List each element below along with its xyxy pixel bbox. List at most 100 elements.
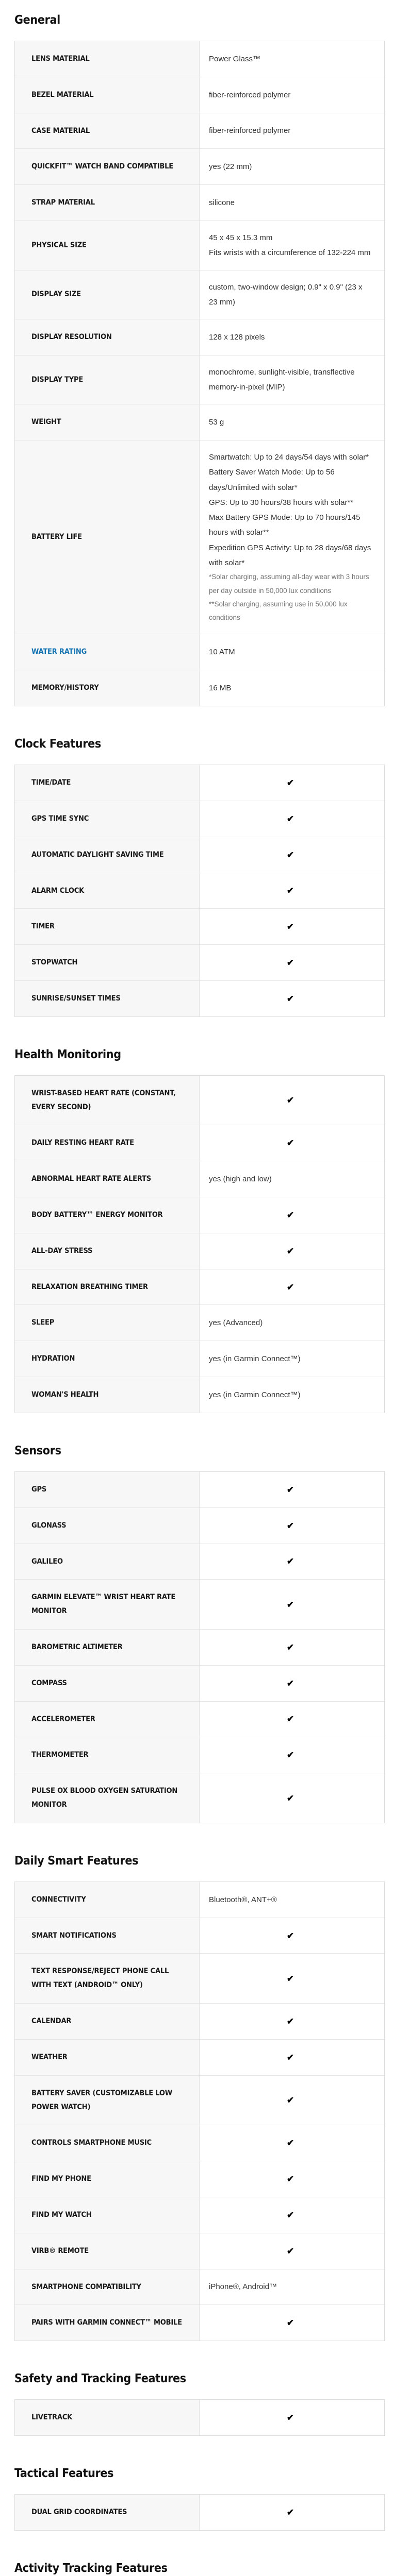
table-row: PULSE OX BLOOD OXYGEN SATURATION MONITOR… bbox=[15, 1773, 384, 1823]
check-icon: ✔ bbox=[286, 814, 294, 824]
check-icon: ✔ bbox=[286, 1520, 294, 1531]
spec-label: STOPWATCH bbox=[15, 945, 200, 980]
check-icon: ✔ bbox=[286, 2095, 294, 2105]
spec-table: GPS ✔ GLONASS ✔ GALILEO ✔ GARMIN ELEVATE™ WRIS… bbox=[14, 1471, 385, 1823]
check-icon: ✔ bbox=[286, 777, 294, 788]
spec-value-check: ✔ bbox=[200, 1269, 384, 1305]
table-row: ABNORMAL HEART RATE ALERTS yes (high and … bbox=[15, 1161, 384, 1197]
spec-value-check: ✔ bbox=[200, 873, 384, 909]
table-row: BEZEL MATERIAL fiber-reinforced polymer bbox=[15, 77, 384, 113]
spec-value-check: ✔ bbox=[200, 2400, 384, 2435]
spec-value-text: yes (in Garmin Connect™) bbox=[209, 1390, 301, 1399]
spec-label: ALARM CLOCK bbox=[15, 873, 200, 909]
spec-label: DUAL GRID COORDINATES bbox=[15, 2495, 200, 2530]
spec-label: PAIRS WITH GARMIN CONNECT™ MOBILE bbox=[15, 2305, 200, 2341]
table-row: BATTERY LIFE Smartwatch: Up to 24 days/54… bbox=[15, 440, 384, 635]
table-row: DISPLAY RESOLUTION 128 x 128 pixels bbox=[15, 319, 384, 355]
table-row: THERMOMETER ✔ bbox=[15, 1737, 384, 1774]
check-icon: ✔ bbox=[286, 2210, 294, 2220]
spec-value-check: ✔ bbox=[200, 945, 384, 980]
spec-table: DUAL GRID COORDINATES ✔ bbox=[14, 2494, 385, 2531]
spec-value-line: Smartwatch: Up to 24 days/54 days with s… bbox=[209, 453, 369, 462]
table-row: COMPASS ✔ bbox=[15, 1665, 384, 1702]
check-icon: ✔ bbox=[286, 2138, 294, 2148]
spec-label: CALENDAR bbox=[15, 2004, 200, 2039]
table-row: STOPWATCH ✔ bbox=[15, 945, 384, 981]
check-icon: ✔ bbox=[286, 958, 294, 968]
spec-value-text: fiber-reinforced polymer bbox=[209, 126, 291, 135]
spec-label: TIMER bbox=[15, 909, 200, 945]
table-row: VIRB® REMOTE ✔ bbox=[15, 2233, 384, 2269]
spec-value: 45 x 45 x 15.3 mm Fits wrists with a circ… bbox=[200, 221, 384, 270]
spec-label: BAROMETRIC ALTIMETER bbox=[15, 1629, 200, 1665]
spec-value-check: ✔ bbox=[200, 2004, 384, 2039]
spec-label: GPS TIME SYNC bbox=[15, 801, 200, 837]
spec-value-check: ✔ bbox=[200, 2197, 384, 2233]
check-icon: ✔ bbox=[286, 1599, 294, 1609]
spec-value: silicone bbox=[200, 185, 384, 221]
check-icon: ✔ bbox=[286, 922, 294, 932]
spec-value: Smartwatch: Up to 24 days/54 days with s… bbox=[200, 440, 384, 634]
spec-value-check: ✔ bbox=[200, 909, 384, 944]
table-row: ACCELEROMETER ✔ bbox=[15, 1701, 384, 1738]
spec-value: yes (in Garmin Connect™) bbox=[200, 1377, 384, 1413]
spec-value-line: Fits wrists with a circumference of 132-… bbox=[209, 248, 371, 258]
spec-value-text: 128 x 128 pixels bbox=[209, 332, 265, 342]
check-icon: ✔ bbox=[286, 1930, 294, 1941]
spec-value-check: ✔ bbox=[200, 1702, 384, 1737]
check-icon: ✔ bbox=[286, 1282, 294, 1292]
spec-value-line: GPS: Up to 30 hours/38 hours with solar*… bbox=[209, 498, 354, 507]
spec-label: VIRB® REMOTE bbox=[15, 2233, 200, 2269]
spec-section-sensors: Sensors GPS ✔ GLONASS ✔ GALILEO ✔ GARMIN ELEVAT… bbox=[14, 1444, 385, 1823]
spec-value-check: ✔ bbox=[200, 801, 384, 837]
table-row: GLONASS ✔ bbox=[15, 1507, 384, 1544]
spec-value-check: ✔ bbox=[200, 1773, 384, 1823]
footnote: *Solar charging, assuming all-day wear w… bbox=[209, 573, 369, 595]
spec-label: STRAP MATERIAL bbox=[15, 185, 200, 221]
section-title: Tactical Features bbox=[14, 2467, 114, 2480]
spec-label: GLONASS bbox=[15, 1507, 200, 1544]
spec-value-text: monochrome, sunlight-visible, transflect… bbox=[209, 367, 355, 392]
spec-value-check: ✔ bbox=[200, 981, 384, 1016]
spec-label: ABNORMAL HEART RATE ALERTS bbox=[15, 1161, 200, 1197]
table-row: DUAL GRID COORDINATES ✔ bbox=[15, 2495, 384, 2530]
spec-value-check: ✔ bbox=[200, 1125, 384, 1161]
spec-label: CONNECTIVITY bbox=[15, 1882, 200, 1918]
spec-table: WRIST-BASED HEART RATE (CONSTANT, EVERY … bbox=[14, 1075, 385, 1413]
spec-value-check: ✔ bbox=[200, 1508, 384, 1544]
check-icon: ✔ bbox=[286, 850, 294, 860]
spec-value: Power Glass™ bbox=[200, 41, 384, 77]
spec-label: SLEEP bbox=[15, 1305, 200, 1341]
table-row: WOMAN'S HEALTH yes (in Garmin Connect™) bbox=[15, 1377, 384, 1413]
spec-label: RELAXATION BREATHING TIMER bbox=[15, 1269, 200, 1305]
spec-label: DISPLAY TYPE bbox=[15, 355, 200, 404]
table-row: DAILY RESTING HEART RATE ✔ bbox=[15, 1125, 384, 1162]
spec-value-check: ✔ bbox=[200, 765, 384, 801]
spec-label: FIND MY WATCH bbox=[15, 2197, 200, 2233]
table-row: GPS ✔ bbox=[15, 1471, 384, 1508]
section-title: Safety and Tracking Features bbox=[14, 2372, 186, 2386]
spec-value-text: yes (Advanced) bbox=[209, 1318, 263, 1328]
check-icon: ✔ bbox=[286, 1210, 294, 1220]
table-row: DISPLAY SIZE custom, two-window design; 0… bbox=[15, 270, 384, 320]
spec-value-text: yes (in Garmin Connect™) bbox=[209, 1354, 301, 1364]
section-title: Sensors bbox=[14, 1444, 61, 1458]
spec-label: BATTERY LIFE bbox=[15, 440, 200, 634]
spec-value-check: ✔ bbox=[200, 837, 384, 873]
table-row: LIVETRACK ✔ bbox=[15, 2400, 384, 2435]
check-icon: ✔ bbox=[286, 1750, 294, 1760]
spec-label: GARMIN ELEVATE™ WRIST HEART RATE MONITOR bbox=[15, 1580, 200, 1629]
spec-value-check: ✔ bbox=[200, 1737, 384, 1773]
spec-label: GPS bbox=[15, 1471, 200, 1507]
spec-value-check: ✔ bbox=[200, 2125, 384, 2161]
spec-value-check: ✔ bbox=[200, 2305, 384, 2341]
spec-label: BEZEL MATERIAL bbox=[15, 77, 200, 113]
spec-label: WEIGHT bbox=[15, 404, 200, 440]
spec-label: BODY BATTERY™ ENERGY MONITOR bbox=[15, 1197, 200, 1233]
spec-label: GALILEO bbox=[15, 1544, 200, 1580]
spec-value: 16 MB bbox=[200, 670, 384, 706]
table-row: CALENDAR ✔ bbox=[15, 2004, 384, 2040]
spec-label: THERMOMETER bbox=[15, 1737, 200, 1773]
spec-label-link[interactable]: WATER RATING bbox=[15, 634, 200, 670]
spec-value-check: ✔ bbox=[200, 1544, 384, 1580]
